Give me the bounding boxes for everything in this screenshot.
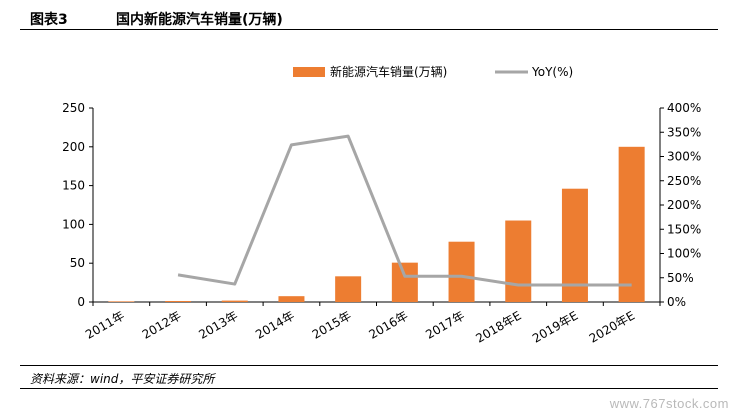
sales-bar: [505, 220, 532, 302]
left-tick-label: 250: [62, 101, 85, 115]
left-tick-label: 100: [62, 217, 85, 231]
x-tick-label: 2018年E: [473, 308, 523, 345]
legend-label-sales: 新能源汽车销量(万辆): [330, 64, 447, 79]
sales-bar: [448, 241, 475, 302]
bottom-rule: [20, 388, 718, 389]
x-tick-label: 2013年: [196, 308, 240, 341]
left-tick-label: 200: [62, 140, 85, 154]
x-tick-label: 2012年: [140, 308, 184, 341]
x-tick-label: 2015年: [310, 308, 354, 341]
sales-bar: [335, 276, 362, 302]
left-tick-label: 50: [70, 256, 85, 270]
right-tick-label: 0%: [667, 295, 686, 309]
x-tick-label: 2011年: [83, 308, 127, 341]
source-note: 资料来源：wind，平安证券研究所: [30, 372, 215, 386]
legend-label-yoy: YoY(%): [531, 65, 573, 79]
top-rule: [20, 29, 718, 30]
sales-bar: [165, 300, 192, 302]
right-tick-label: 400%: [667, 101, 701, 115]
x-tick-label: 2014年: [253, 308, 297, 341]
right-tick-label: 150%: [667, 222, 701, 236]
chart: 0 50 100 150 200 250 0% 50% 100% 150% 200% 250% 300%…: [62, 64, 701, 346]
sales-bar: [278, 296, 305, 302]
sales-bar: [561, 188, 588, 302]
left-tick-label: 0: [77, 295, 85, 309]
watermark: www.767stock.com: [609, 396, 729, 411]
sales-bar: [618, 146, 645, 302]
figure-title: 国内新能源汽车销量(万辆): [116, 12, 283, 28]
right-tick-label: 100%: [667, 247, 701, 261]
sales-bar: [221, 300, 248, 302]
x-tick-label: 2020年E: [587, 308, 637, 345]
sales-bar: [108, 301, 135, 302]
sales-bar: [391, 262, 418, 302]
left-tick-label: 150: [62, 179, 85, 193]
right-tick-label: 250%: [667, 174, 701, 188]
figure-number: 图表3: [30, 12, 68, 28]
legend-swatch-sales: [293, 67, 325, 77]
x-tick-label: 2019年E: [530, 308, 580, 345]
figure-header: 图表3 国内新能源汽车销量(万辆): [20, 6, 720, 28]
right-tick-label: 300%: [667, 150, 701, 164]
right-tick-label: 50%: [667, 271, 694, 285]
x-tick-label: 2017年: [423, 308, 467, 341]
x-tick-label: 2016年: [367, 308, 411, 341]
source-rule: [20, 365, 718, 366]
right-tick-label: 350%: [667, 125, 701, 139]
right-tick-label: 200%: [667, 198, 701, 212]
